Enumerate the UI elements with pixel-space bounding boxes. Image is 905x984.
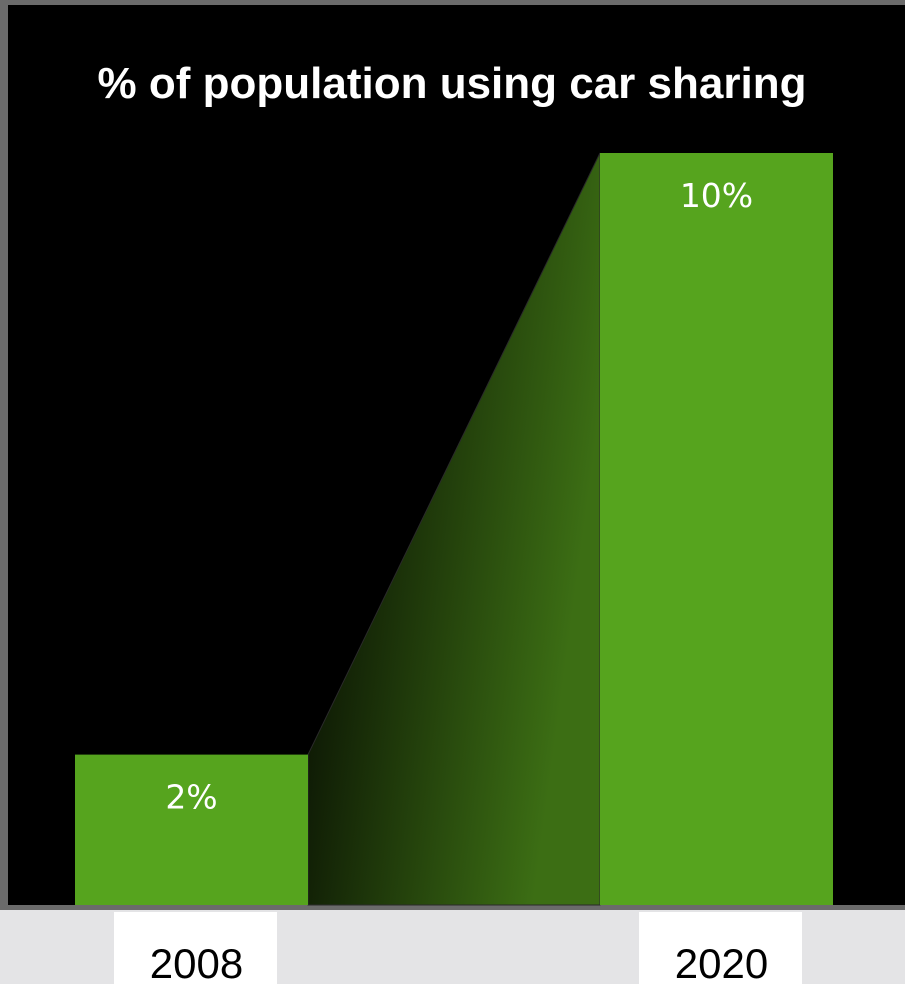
x-tick-label-background [114,912,277,984]
chart-title: % of population using car sharing [98,59,807,108]
x-tick-label-2008: 2008 [150,940,243,984]
data-label-2008: 2% [165,778,217,817]
bar-2008 [75,754,308,905]
data-label-2020: 10% [680,176,753,215]
data-labels-group: 2% 10% [165,176,753,817]
x-tick-labels-group: 2008 2020 [114,912,802,984]
x-tick-label-2020: 2020 [675,940,768,984]
bars-group [75,153,833,905]
x-tick-label-background [639,912,802,984]
bar-2020 [600,153,833,905]
